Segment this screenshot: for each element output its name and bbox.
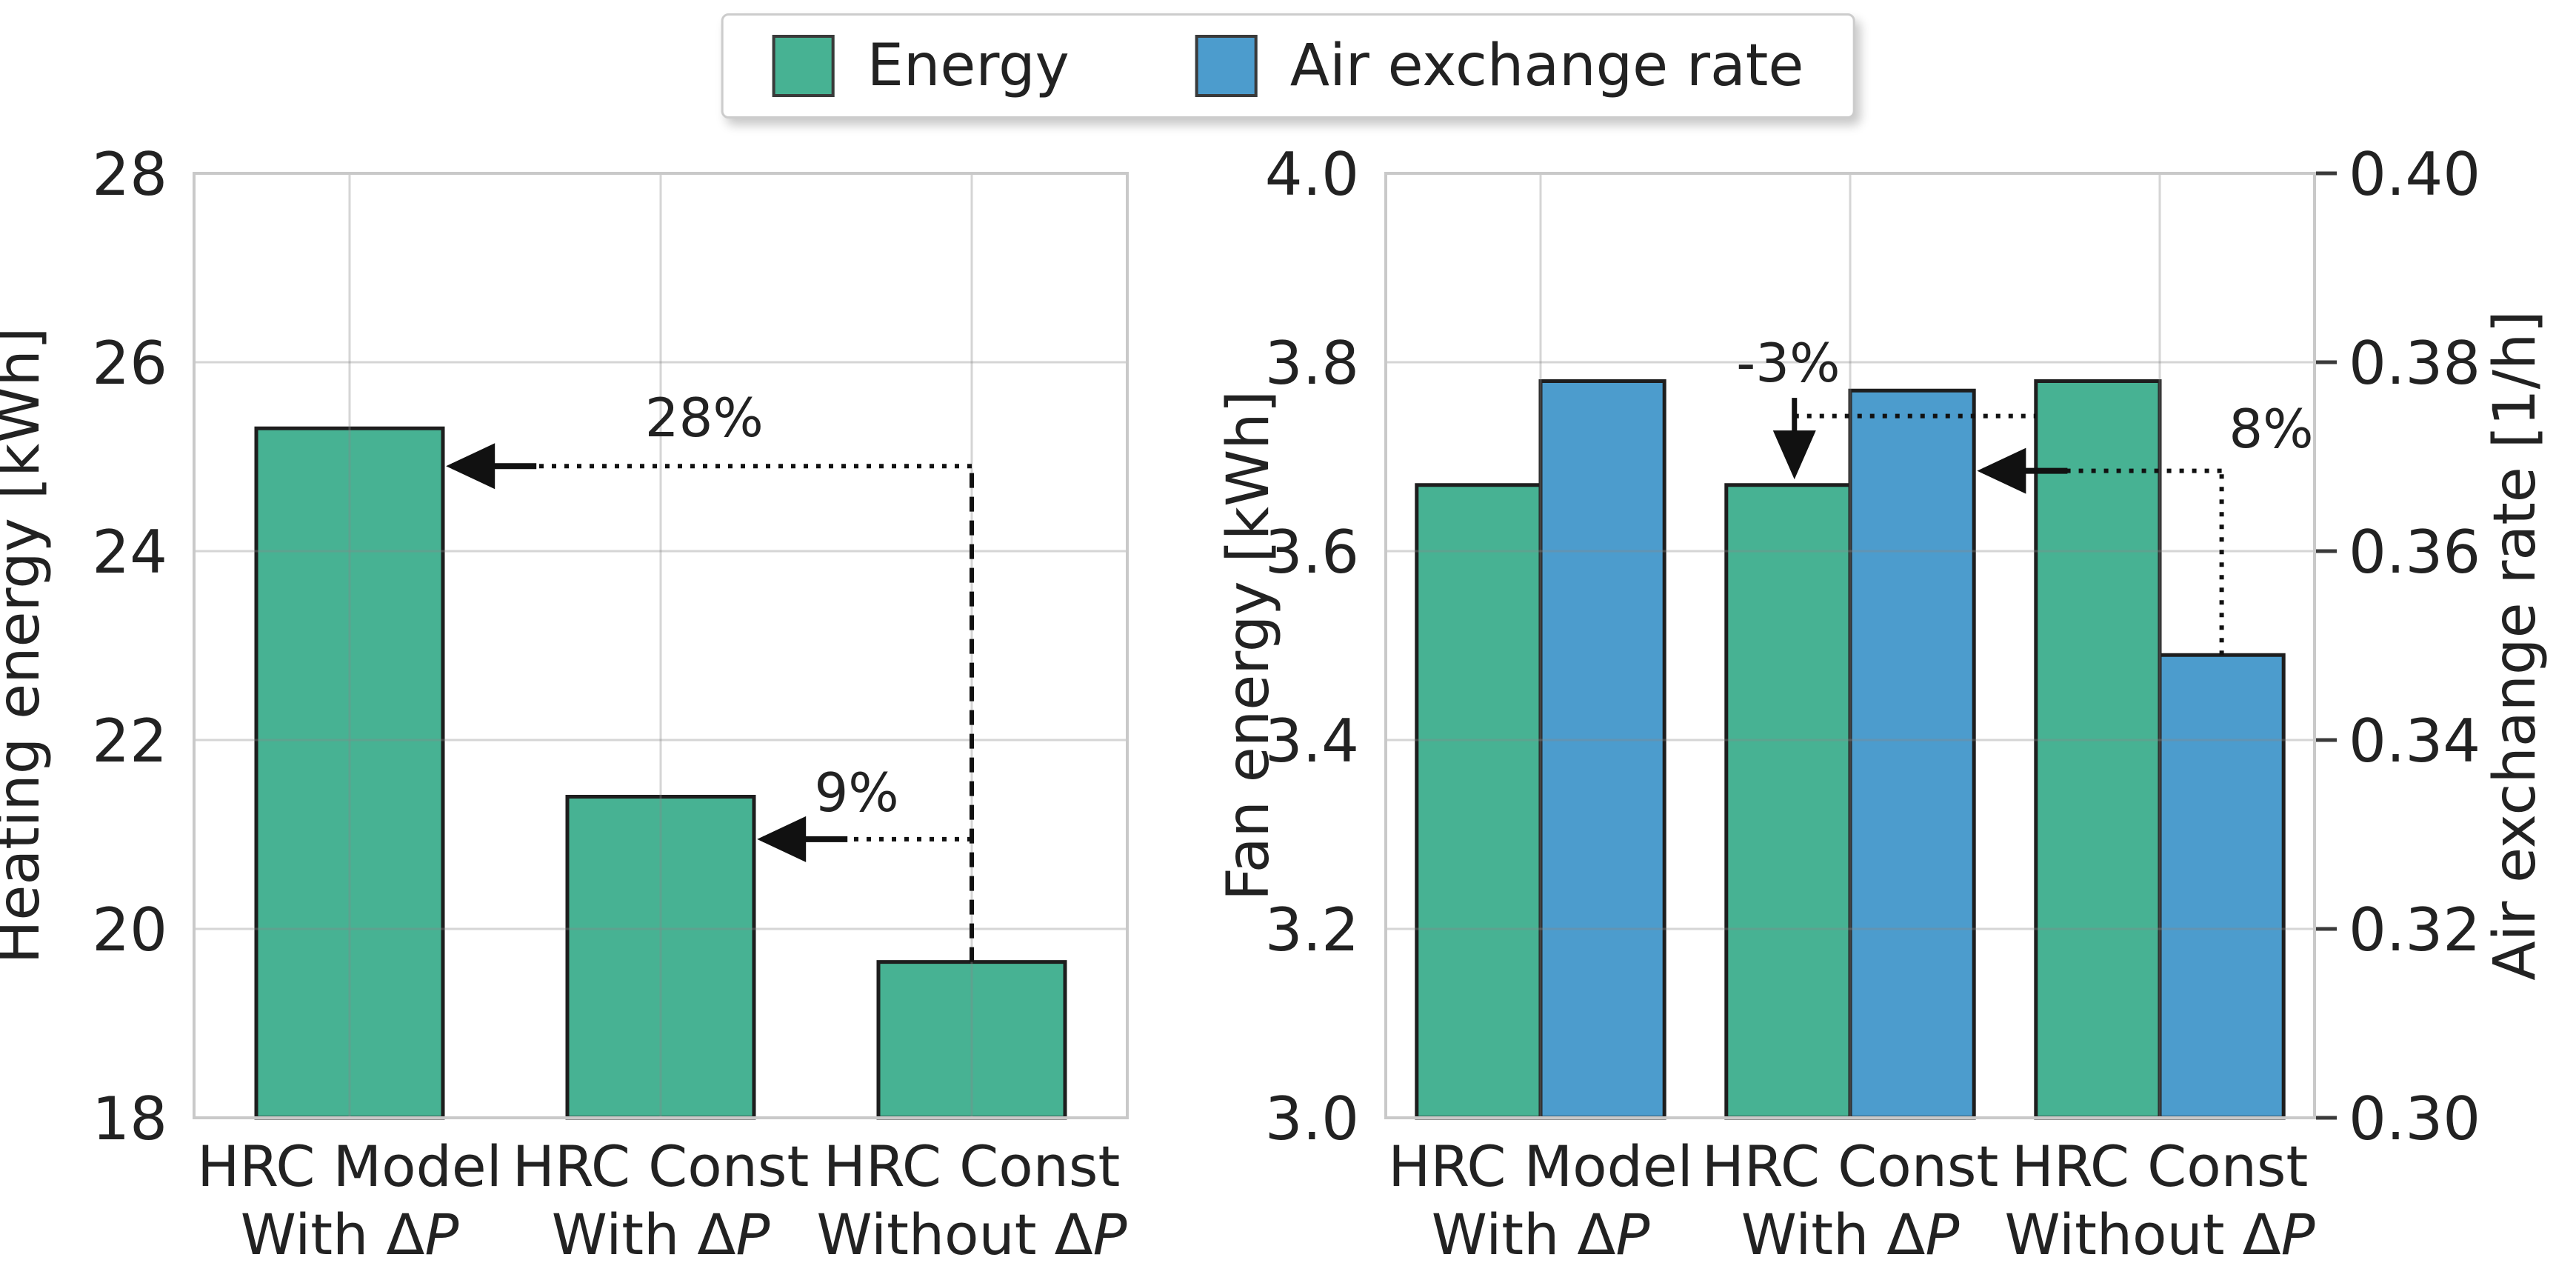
x-tick-label-line1: HRC Model <box>197 1133 502 1199</box>
annotation-label: -3% <box>1736 332 1840 394</box>
y-axis-label-right: Air exchange rate [1/h] <box>2482 310 2549 981</box>
x-tick-label-line2: With ΔP <box>1741 1202 1960 1263</box>
y-tick-label-left: 3.0 <box>1265 1084 1359 1153</box>
bar-fan-energy-air-exchange-air-exchange-rate-1 <box>1848 388 1976 1120</box>
y-tick-label-left: 3.4 <box>1265 707 1359 776</box>
legend-label-energy: Energy <box>867 33 1070 99</box>
y-tick-label-left: 20 <box>92 896 167 964</box>
bar-fan-energy-air-exchange-air-exchange-rate-2 <box>2158 653 2286 1120</box>
x-tick-label-line1: HRC Model <box>1388 1133 1693 1199</box>
x-tick-label-line1: HRC Const <box>824 1133 1121 1199</box>
x-tick-label-line1: HRC Const <box>513 1133 810 1199</box>
y-tick-label-right: 0.30 <box>2349 1084 2480 1153</box>
plot-spines <box>193 172 1129 1119</box>
down-arrow-icon <box>1772 430 1816 480</box>
x-tick-label-line2: With ΔP <box>241 1202 459 1263</box>
y-tick-label-left: 18 <box>92 1084 167 1153</box>
left-arrow-icon <box>757 816 807 862</box>
annotation-label: 9% <box>814 762 898 824</box>
bar-heating-energy-energy-1 <box>565 795 756 1120</box>
annotation-label: 8% <box>2229 398 2313 460</box>
y-axis-label-left: Fan energy [kWh] <box>1215 390 1282 901</box>
y-tick-label-right: 0.34 <box>2349 707 2480 776</box>
x-tick-label-line2: Without ΔP <box>2004 1202 2315 1263</box>
y-tick-label-left: 3.2 <box>1265 896 1359 964</box>
y-tick-label-left: 4.0 <box>1265 140 1359 209</box>
y-tick-label-right: 0.38 <box>2349 329 2480 398</box>
plot-spines <box>1384 172 2316 1119</box>
legend-item-air-exchange-rate: Air exchange rate <box>1195 33 1804 99</box>
y-tick-label-left: 3.6 <box>1265 518 1359 587</box>
legend-swatch-air-exchange-rate <box>1195 35 1258 97</box>
y-tick-label-left: 22 <box>92 707 167 776</box>
x-tick-label-line2: Without ΔP <box>816 1202 1127 1263</box>
annotation-label: 28% <box>645 387 764 449</box>
legend-label-air-exchange-rate: Air exchange rate <box>1289 33 1804 99</box>
y-tick-label-left: 3.8 <box>1265 329 1359 398</box>
left-arrow-icon <box>446 443 495 490</box>
y-tick-label-left: 26 <box>92 329 167 398</box>
bar-fan-energy-air-exchange-energy-1 <box>1724 483 1852 1120</box>
legend-swatch-energy <box>772 35 835 97</box>
x-tick-label-line2: With ΔP <box>1432 1202 1650 1263</box>
x-tick-label-line2: With ΔP <box>552 1202 770 1263</box>
y-tick-label-right: 0.40 <box>2349 140 2480 209</box>
y-tick-label-right: 0.36 <box>2349 518 2480 587</box>
legend: Energy Air exchange rate <box>721 13 1855 119</box>
left-arrow-icon <box>1977 447 2026 494</box>
legend-item-energy: Energy <box>772 33 1070 99</box>
bar-fan-energy-air-exchange-energy-0 <box>1415 483 1543 1120</box>
x-tick-label-line1: HRC Const <box>1702 1133 1999 1199</box>
bar-heating-energy-energy-0 <box>254 426 445 1120</box>
y-tick-label-left: 28 <box>92 140 167 209</box>
y-axis-label-left: Heating energy [kWh] <box>0 327 53 964</box>
x-tick-label-line1: HRC Const <box>2012 1133 2309 1199</box>
y-tick-label-right: 0.32 <box>2349 896 2480 964</box>
bar-fan-energy-air-exchange-air-exchange-rate-0 <box>1538 379 1666 1120</box>
y-tick-label-left: 24 <box>92 518 167 587</box>
bar-fan-energy-air-exchange-energy-2 <box>2034 379 2162 1120</box>
